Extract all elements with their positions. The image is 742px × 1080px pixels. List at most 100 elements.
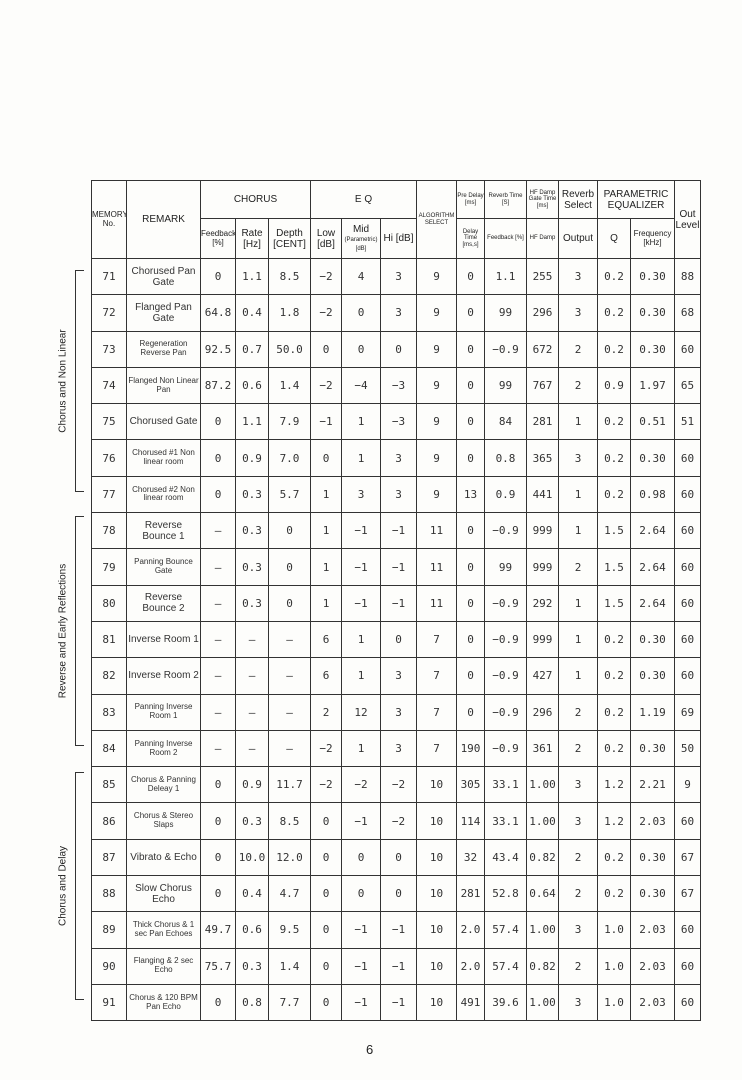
cell-out-level: 69 bbox=[674, 693, 701, 731]
cell-out-level: 60 bbox=[674, 548, 701, 586]
cell-out-level: 60 bbox=[674, 584, 701, 622]
cell-memory-no: 78 bbox=[91, 512, 127, 550]
cell-algorithm: 7 bbox=[416, 657, 457, 695]
cell-algorithm: 10 bbox=[416, 983, 457, 1022]
cell-memory-no: 81 bbox=[91, 620, 127, 659]
cell-out-level: 60 bbox=[674, 657, 701, 695]
cell-hf-damp: 0.82 bbox=[526, 947, 559, 985]
cell-algorithm: 9 bbox=[416, 475, 457, 514]
cell-chorus-rate: 0.9 bbox=[235, 766, 269, 804]
group-reverse-early-reflections: Reverse and Early Reflections bbox=[48, 516, 88, 746]
cell-eq-low: 0 bbox=[310, 838, 342, 877]
cell-eq-mid: −2 bbox=[341, 766, 381, 804]
header-chorus: CHORUS bbox=[200, 180, 311, 219]
cell-hf-damp: 296 bbox=[526, 294, 559, 332]
cell-chorus-rate: — bbox=[235, 620, 269, 659]
cell-eq-low: 0 bbox=[310, 947, 342, 985]
cell-reverb-time: −0.9 bbox=[484, 584, 527, 622]
cell-eq-low: −2 bbox=[310, 366, 342, 405]
cell-reverb-select: 1 bbox=[558, 475, 598, 514]
cell-eq-mid: 1 bbox=[341, 620, 381, 659]
cell-chorus-feedback: 64.8 bbox=[200, 294, 236, 332]
cell-algorithm: 7 bbox=[416, 693, 457, 731]
cell-chorus-rate: — bbox=[235, 657, 269, 695]
cell-frequency: 1.19 bbox=[630, 693, 675, 731]
cell-eq-low: 0 bbox=[310, 983, 342, 1022]
cell-q: 0.2 bbox=[597, 875, 631, 913]
cell-reverb-select: 3 bbox=[558, 766, 598, 804]
cell-pre-delay: 114 bbox=[456, 802, 485, 840]
table-row: 78 Reverse Bounce 1—0.3 0 1 −1 −1 11 0 −0.9 999 1 1… bbox=[91, 512, 701, 550]
cell-pre-delay: 0 bbox=[456, 294, 485, 332]
table-row: 83 Panning Inverse Room 1— — —2 12 3 7 0 −0.9 296… bbox=[91, 693, 701, 731]
cell-algorithm: 9 bbox=[416, 439, 457, 477]
cell-reverb-time: 52.8 bbox=[484, 875, 527, 913]
cell-eq-mid: 4 bbox=[341, 257, 381, 296]
cell-reverb-time: 39.6 bbox=[484, 983, 527, 1022]
cell-algorithm: 10 bbox=[416, 802, 457, 840]
cell-chorus-rate: 0.3 bbox=[235, 475, 269, 514]
cell-reverb-select: 2 bbox=[558, 947, 598, 985]
cell-q: 0.2 bbox=[597, 439, 631, 477]
header-gate-time: Gate Time [ms] bbox=[528, 196, 557, 209]
cell-pre-delay: 305 bbox=[456, 766, 485, 804]
cell-remark: Chorus & 120 BPM Pan Echo bbox=[126, 983, 201, 1022]
cell-algorithm: 11 bbox=[416, 512, 457, 550]
cell-chorus-rate: 1.1 bbox=[235, 257, 269, 296]
cell-frequency: 2.03 bbox=[630, 983, 675, 1022]
cell-remark: Panning Inverse Room 1 bbox=[126, 693, 201, 731]
cell-chorus-depth: — bbox=[268, 693, 311, 731]
cell-q: 1.0 bbox=[597, 983, 631, 1022]
cell-hf-damp: 1.00 bbox=[526, 766, 559, 804]
cell-hf-damp: 1.00 bbox=[526, 983, 559, 1022]
header-hf-damp: HF Damp bbox=[526, 218, 559, 259]
cell-eq-low: −2 bbox=[310, 257, 342, 296]
cell-chorus-feedback: 0 bbox=[200, 475, 236, 514]
cell-pre-delay: 0 bbox=[456, 693, 485, 731]
cell-hf-damp: 427 bbox=[526, 657, 559, 695]
cell-eq-mid: −1 bbox=[341, 584, 381, 622]
cell-eq-hi: −1 bbox=[380, 512, 417, 550]
cell-eq-mid: −1 bbox=[341, 802, 381, 840]
cell-frequency: 0.51 bbox=[630, 403, 675, 441]
cell-memory-no: 83 bbox=[91, 693, 127, 731]
cell-frequency: 0.30 bbox=[630, 620, 675, 659]
cell-chorus-depth: 7.7 bbox=[268, 983, 311, 1022]
cell-q: 0.2 bbox=[597, 729, 631, 768]
cell-hf-damp: 292 bbox=[526, 584, 559, 622]
cell-eq-mid: −1 bbox=[341, 983, 381, 1022]
cell-eq-mid: 0 bbox=[341, 875, 381, 913]
cell-eq-hi: 0 bbox=[380, 330, 417, 368]
cell-eq-low: 2 bbox=[310, 693, 342, 731]
cell-hf-damp: 255 bbox=[526, 257, 559, 296]
cell-reverb-select: 2 bbox=[558, 875, 598, 913]
cell-hf-damp: 672 bbox=[526, 330, 559, 368]
cell-remark: Inverse Room 2 bbox=[126, 657, 201, 695]
cell-chorus-depth: 1.4 bbox=[268, 947, 311, 985]
cell-chorus-feedback: 75.7 bbox=[200, 947, 236, 985]
cell-chorus-depth: 5.7 bbox=[268, 475, 311, 514]
cell-reverb-select: 3 bbox=[558, 257, 598, 296]
table-row: 84 Panning Inverse Room 2— — — −2 1 3 7 190 −0.9 3… bbox=[91, 729, 701, 768]
cell-algorithm: 9 bbox=[416, 294, 457, 332]
cell-out-level: 88 bbox=[674, 257, 701, 296]
cell-memory-no: 88 bbox=[91, 875, 127, 913]
cell-eq-low: 6 bbox=[310, 620, 342, 659]
cell-reverb-select: 3 bbox=[558, 802, 598, 840]
header-mid: Mid (Parametric) [dB] bbox=[341, 218, 381, 259]
cell-chorus-feedback: 87.2 bbox=[200, 366, 236, 405]
cell-pre-delay: 0 bbox=[456, 439, 485, 477]
cell-remark: Vibrato & Echo bbox=[126, 838, 201, 877]
cell-hf-damp: 999 bbox=[526, 620, 559, 659]
cell-frequency: 2.64 bbox=[630, 512, 675, 550]
cell-algorithm: 10 bbox=[416, 875, 457, 913]
cell-reverb-time: 0.8 bbox=[484, 439, 527, 477]
table-row: 85 Chorus & Panning Deleay 1 0 0.9 11.7 −2 −2−… bbox=[91, 766, 701, 804]
cell-eq-hi: −1 bbox=[380, 548, 417, 586]
cell-chorus-rate: — bbox=[235, 729, 269, 768]
cell-eq-hi: −3 bbox=[380, 366, 417, 405]
cell-chorus-rate: 0.3 bbox=[235, 548, 269, 586]
header-feedback: Feedback [%] bbox=[484, 218, 527, 259]
cell-remark: Reverse Bounce 2 bbox=[126, 584, 201, 622]
cell-reverb-time: 57.4 bbox=[484, 911, 527, 949]
